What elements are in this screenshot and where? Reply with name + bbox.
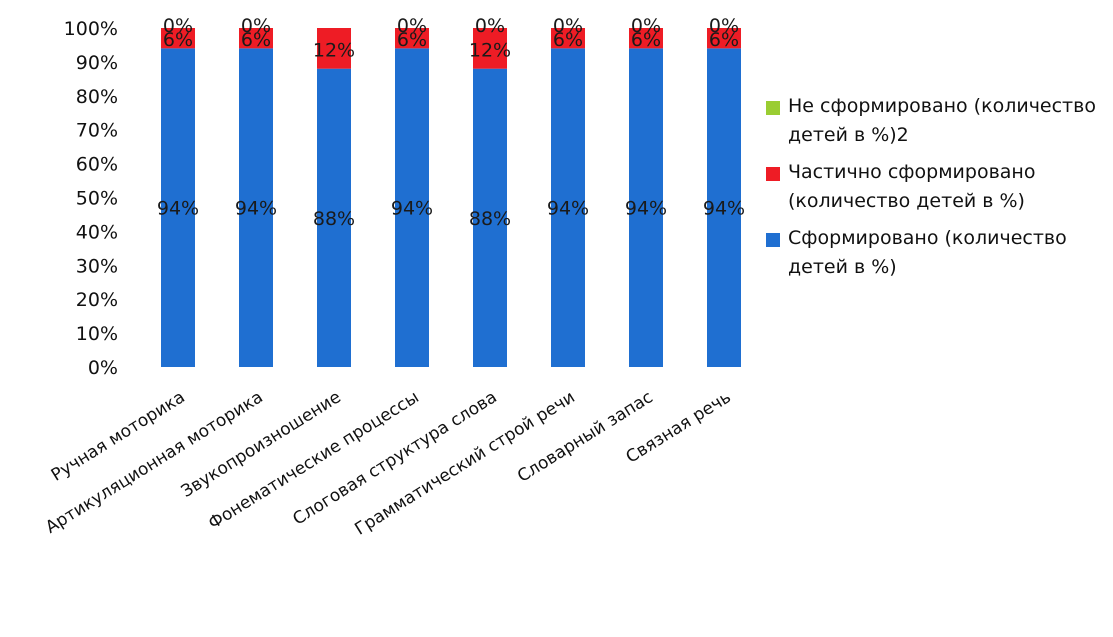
data-label: 0% [709, 15, 739, 37]
data-label: 88% [469, 208, 511, 230]
bar-segment [395, 48, 429, 368]
bar-segment [239, 28, 273, 49]
bar-segment [707, 28, 741, 49]
legend-item-partially-formed: Частично сформировано (количество детей … [766, 158, 1111, 216]
data-label: 6% [397, 29, 427, 51]
data-label: 94% [625, 198, 667, 220]
legend-item-formed: Сформировано (количество детей в %) [766, 224, 1111, 282]
y-tick-label: 70% [76, 120, 118, 142]
data-labels: 94%6%0%94%6%0%88%12%94%6%0%88%12%0%94%6%… [157, 15, 745, 230]
bar-segment [629, 48, 663, 368]
y-axis: 0% 10% 20% 30% 40% 50% 60% 70% 80% 90% 100% [64, 18, 118, 379]
legend-label-not-formed: Не сформировано (количество детей в %)2 [788, 95, 1096, 146]
data-label: 94% [157, 198, 199, 220]
data-label: 6% [241, 29, 271, 51]
data-label: 6% [631, 29, 661, 51]
bar-segment [395, 28, 429, 49]
y-tick-label: 50% [76, 188, 118, 210]
bar-segment [707, 48, 741, 368]
data-label: 0% [475, 15, 505, 37]
data-label: 94% [235, 198, 277, 220]
y-tick-label: 30% [76, 255, 118, 277]
legend: Не сформировано (количество детей в %)2 … [766, 92, 1111, 290]
data-label: 12% [469, 39, 511, 61]
data-label: 0% [553, 15, 583, 37]
data-label: 12% [313, 39, 355, 61]
data-label: 0% [241, 15, 271, 37]
bar-segment [161, 28, 195, 49]
legend-label-formed: Сформировано (количество детей в %) [788, 227, 1067, 278]
bar-segment [473, 68, 507, 368]
legend-label-partially-formed: Частично сформировано (количество детей … [788, 161, 1036, 212]
data-label: 94% [391, 198, 433, 220]
data-label: 0% [631, 15, 661, 37]
y-tick-label: 60% [76, 154, 118, 176]
bar-segment [317, 68, 351, 368]
data-label: 94% [703, 198, 745, 220]
data-label: 0% [397, 15, 427, 37]
x-category-label: Словарный запас [514, 387, 657, 486]
bar-segment [551, 28, 585, 49]
data-label: 94% [547, 198, 589, 220]
legend-swatch-not-formed [766, 101, 780, 115]
bar-segment [551, 48, 585, 368]
legend-swatch-partially-formed [766, 167, 780, 181]
bar-segment [161, 48, 195, 368]
bar-segment [629, 28, 663, 49]
y-tick-label: 0% [88, 357, 118, 379]
data-label: 6% [163, 29, 193, 51]
y-tick-label: 10% [76, 323, 118, 345]
y-tick-label: 20% [76, 289, 118, 311]
bar-segment [317, 28, 351, 69]
y-tick-label: 40% [76, 221, 118, 243]
y-tick-label: 90% [76, 52, 118, 74]
bars [161, 28, 741, 368]
y-tick-label: 80% [76, 86, 118, 108]
data-label: 88% [313, 208, 355, 230]
bar-segment [239, 48, 273, 368]
data-label: 0% [163, 15, 193, 37]
x-category-label: Ручная моторика [48, 387, 189, 485]
y-tick-label: 100% [64, 18, 118, 40]
bar-segment [473, 28, 507, 69]
legend-swatch-formed [766, 233, 780, 247]
data-label: 6% [709, 29, 739, 51]
legend-item-not-formed: Не сформировано (количество детей в %)2 [766, 92, 1111, 150]
data-label: 6% [553, 29, 583, 51]
